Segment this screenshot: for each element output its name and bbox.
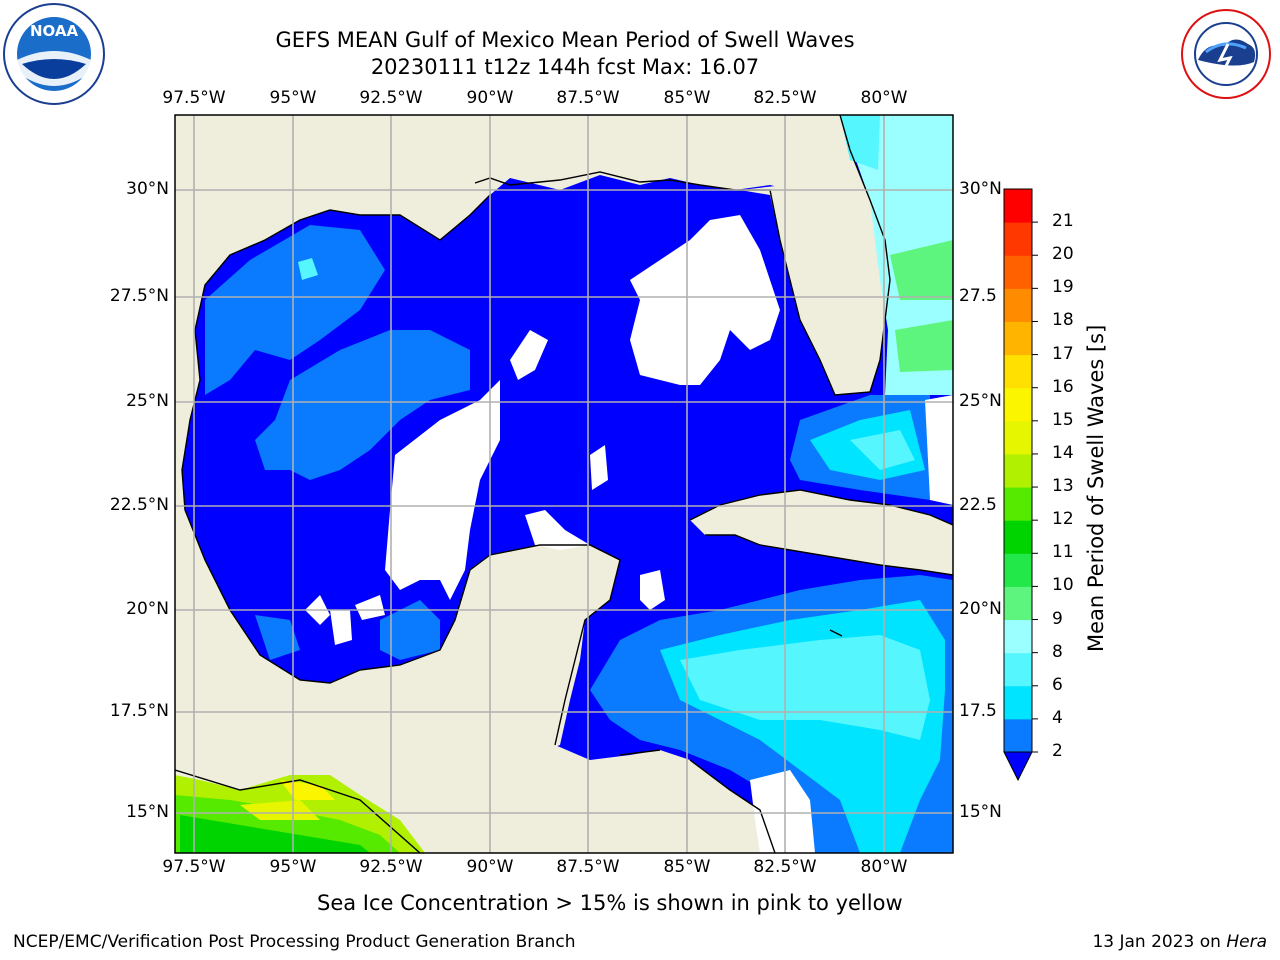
colorbar-level-label: 2 bbox=[1052, 741, 1063, 761]
lat-tick-label-left: 15°N bbox=[126, 802, 169, 822]
colorbar-swatch bbox=[1004, 586, 1032, 621]
pacific-high-period-zone bbox=[175, 775, 425, 853]
lat-tick-label-right: 27.5 bbox=[959, 286, 997, 306]
colorbar-swatch bbox=[1004, 520, 1032, 554]
swell-class-6-8 bbox=[680, 430, 930, 740]
no-data-areas bbox=[305, 215, 953, 853]
footer-date-text: 13 Jan 2023 on bbox=[1092, 932, 1221, 952]
chart-title: GEFS MEAN Gulf of Mexico Mean Period of … bbox=[275, 28, 855, 52]
lon-tick-label-top: 90°W bbox=[466, 88, 514, 108]
colorbar-level-label: 19 bbox=[1052, 277, 1074, 298]
lon-tick-label-top: 87.5°W bbox=[556, 88, 620, 108]
colorbar-level-label: 6 bbox=[1052, 674, 1063, 695]
lat-tick-label-right: 30°N bbox=[959, 179, 1002, 199]
colorbar-level-label: 4 bbox=[1052, 707, 1063, 728]
lat-tick-label-right: 20°N bbox=[959, 599, 1002, 619]
colorbar-title: Mean Period of Swell Waves [s] bbox=[1084, 324, 1108, 652]
colorbar-swatch bbox=[1004, 652, 1032, 687]
lat-tick-label-left: 30°N bbox=[126, 179, 169, 199]
colorbar-swatch bbox=[1004, 189, 1032, 223]
lon-tick-label-bottom: 85°W bbox=[663, 857, 711, 877]
lon-tick-label-top: 92.5°W bbox=[359, 88, 423, 108]
colorbar-swatch bbox=[1004, 387, 1032, 422]
colorbar-level-label: 14 bbox=[1052, 442, 1074, 463]
lat-tick-label-left: 20°N bbox=[126, 599, 169, 619]
colorbar-swatch bbox=[1004, 718, 1032, 753]
lat-tick-label-left: 22.5°N bbox=[109, 495, 169, 515]
noaa-logo-icon: NOAA bbox=[3, 3, 105, 105]
lat-tick-label-right: 15°N bbox=[959, 802, 1002, 822]
lat-tick-label-left: 17.5°N bbox=[109, 701, 169, 721]
colorbar-frame bbox=[1003, 188, 1033, 753]
colorbar-swatch bbox=[1004, 453, 1032, 488]
colorbar-swatch bbox=[1004, 321, 1032, 356]
colorbar-level-label: 15 bbox=[1052, 409, 1074, 430]
lat-tick-label-right: 22.5 bbox=[959, 495, 997, 515]
lon-tick-label-top: 82.5°W bbox=[753, 88, 817, 108]
lat-tick-label-right: 25°N bbox=[959, 391, 1002, 411]
lon-tick-label-bottom: 97.5°W bbox=[162, 857, 226, 877]
lon-tick-label-bottom: 95°W bbox=[269, 857, 317, 877]
colorbar-level-label: 13 bbox=[1052, 476, 1074, 497]
sea-ice-note: Sea Ice Concentration > 15% is shown in … bbox=[317, 891, 903, 915]
noaa-logo-text: NOAA bbox=[30, 22, 79, 40]
colorbar-swatch bbox=[1004, 255, 1032, 289]
nws-logo-icon bbox=[1181, 9, 1271, 99]
lat-tick-label-left: 27.5°N bbox=[109, 286, 169, 306]
colorbar-swatch bbox=[1004, 354, 1032, 389]
lon-tick-label-bottom: 90°W bbox=[466, 857, 514, 877]
lat-tick-label-right: 17.5 bbox=[959, 701, 997, 721]
colorbar-level-label: 12 bbox=[1052, 509, 1074, 530]
colorbar-level-label: 10 bbox=[1052, 575, 1074, 596]
colorbar-level-label: 17 bbox=[1052, 343, 1074, 364]
lon-tick-label-bottom: 82.5°W bbox=[753, 857, 817, 877]
colorbar-swatch bbox=[1004, 553, 1032, 587]
colorbar-level-label: 18 bbox=[1052, 310, 1074, 331]
colorbar-swatch bbox=[1004, 685, 1032, 720]
colorbar-level-label: 20 bbox=[1052, 244, 1074, 265]
colorbar-swatch bbox=[1004, 420, 1032, 455]
colorbar-swatch bbox=[1004, 288, 1032, 322]
lon-tick-label-bottom: 87.5°W bbox=[556, 857, 620, 877]
colorbar-level-label: 11 bbox=[1052, 542, 1074, 563]
colorbar-level-label: 9 bbox=[1052, 608, 1063, 629]
coastlines bbox=[175, 115, 953, 853]
colorbar-level-label: 21 bbox=[1052, 211, 1074, 232]
lat-tick-label-left: 25°N bbox=[126, 391, 169, 411]
map-frame bbox=[174, 114, 954, 854]
lon-tick-label-bottom: 80°W bbox=[860, 857, 908, 877]
footer-date: 13 Jan 2023 on Hera bbox=[1092, 932, 1267, 952]
colorbar-level-label: 8 bbox=[1052, 641, 1063, 662]
colorbar-swatch bbox=[1004, 487, 1032, 521]
colorbar-level-label: 16 bbox=[1052, 376, 1074, 397]
lon-tick-label-top: 97.5°W bbox=[162, 88, 226, 108]
graticule bbox=[175, 115, 953, 853]
lon-tick-label-bottom: 92.5°W bbox=[359, 857, 423, 877]
footer-machine: Hera bbox=[1226, 932, 1267, 952]
colorbar-swatch bbox=[1004, 619, 1032, 654]
chart-subtitle: 20230111 t12z 144h fcst Max: 16.07 bbox=[370, 55, 760, 79]
lon-tick-label-top: 85°W bbox=[663, 88, 711, 108]
colorbar-under-arrow bbox=[1003, 751, 1033, 782]
lon-tick-label-top: 80°W bbox=[860, 88, 908, 108]
lon-tick-label-top: 95°W bbox=[269, 88, 317, 108]
colorbar-swatch bbox=[1004, 222, 1032, 256]
footer-credit: NCEP/EMC/Verification Post Processing Pr… bbox=[13, 932, 576, 952]
